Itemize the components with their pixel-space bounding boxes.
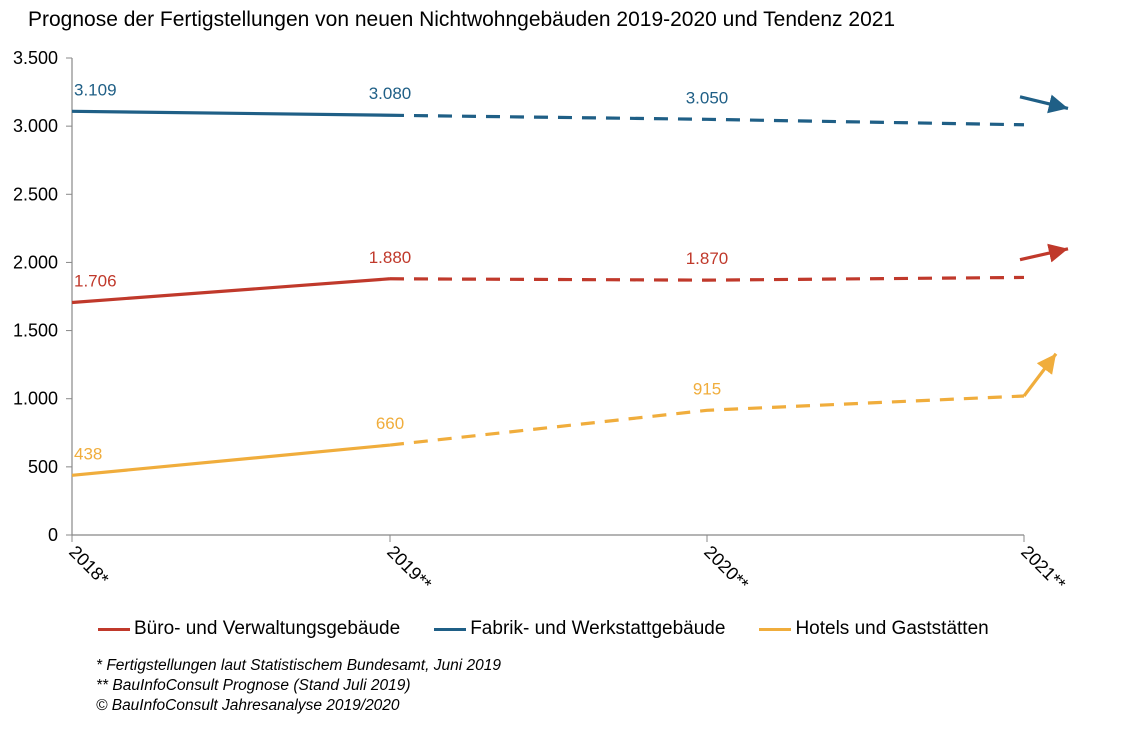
footnote: © BauInfoConsult Jahresanalyse 2019/2020 [96, 697, 400, 714]
legend-item: Fabrik- und Werkstattgebäude [434, 618, 725, 640]
legend-label: Büro- und Verwaltungsgebäude [134, 618, 401, 639]
y-tick-label: 500 [28, 457, 58, 477]
y-tick-label: 2.500 [13, 184, 58, 204]
data-label: 1.706 [74, 271, 117, 290]
legend-swatch [759, 627, 792, 631]
legend-swatch [98, 627, 130, 631]
y-tick-label: 2.000 [13, 252, 58, 272]
series-line-forecast [389, 394, 1025, 447]
footnote: * Fertigstellungen laut Statistischem Bu… [96, 657, 501, 674]
data-label: 3.109 [74, 80, 117, 99]
tendency-arrow [1022, 352, 1058, 397]
legend-label: Hotels und Gaststätten [795, 618, 989, 639]
y-tick-label: 0 [48, 525, 58, 545]
series-line-solid [71, 109, 391, 117]
legend-item: Hotels und Gaststätten [759, 618, 989, 640]
tendency-arrow [1019, 243, 1069, 263]
x-tick-label: 2018* [65, 542, 112, 589]
chart-title: Prognose der Fertigstellungen von neuen … [28, 8, 896, 31]
y-tick-label: 1.000 [13, 389, 58, 409]
legend-item: Büro- und Verwaltungsgebäude [98, 618, 400, 640]
x-tick-label: 2021** [1017, 542, 1069, 594]
data-label: 660 [376, 414, 404, 433]
x-tick-label: 2019** [383, 542, 435, 594]
data-label: 1.880 [369, 248, 412, 267]
legend: Büro- und Verwaltungsgebäude Fabrik- und … [98, 618, 1023, 640]
series-line-forecast [389, 113, 1025, 127]
data-label: 1.870 [686, 249, 729, 268]
series-line-forecast [389, 275, 1025, 282]
data-label: 438 [74, 444, 102, 463]
series-line-solid [71, 277, 391, 305]
series-line-solid [71, 443, 391, 477]
tendency-arrow [1019, 94, 1069, 114]
data-label: 3.050 [686, 88, 729, 107]
footnotes: * Fertigstellungen laut Statistischem Bu… [96, 656, 501, 716]
y-tick-label: 3.000 [13, 116, 58, 136]
data-label: 915 [693, 379, 721, 398]
y-tick-label: 3.500 [13, 48, 58, 68]
x-tick-label: 2020** [700, 542, 752, 594]
data-label: 3.080 [369, 84, 412, 103]
legend-label: Fabrik- und Werkstattgebäude [470, 618, 726, 639]
legend-swatch [434, 627, 467, 631]
footnote: ** BauInfoConsult Prognose (Stand Juli 2… [96, 677, 411, 694]
y-tick-label: 1.500 [13, 321, 58, 341]
